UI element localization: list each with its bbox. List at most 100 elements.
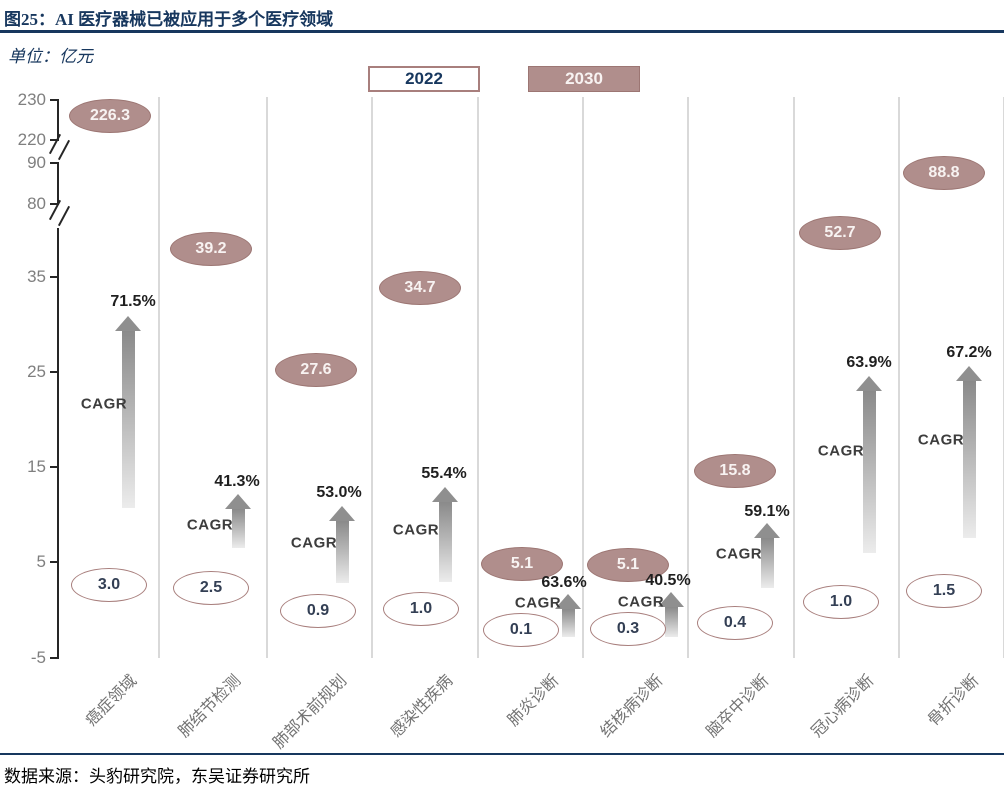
x-category-label: 肺炎诊断 [504, 672, 563, 730]
gridline [371, 97, 373, 658]
axis-break-mark [57, 205, 71, 227]
axis-break-mark [57, 139, 71, 161]
value-badge-2022: 1.5 [906, 574, 982, 608]
cagr-label: CAGR [715, 545, 763, 563]
cagr-percent: 71.5% [110, 293, 156, 310]
y-tick-label: -5 [30, 648, 46, 667]
cagr-arrow [438, 502, 452, 582]
cagr-percent: 41.3% [214, 473, 260, 490]
cagr-arrow [962, 381, 976, 538]
cagr-arrow-head [956, 366, 982, 381]
cagr-arrow-head [856, 376, 882, 391]
cagr-label: CAGR [186, 516, 234, 534]
y-tick-mark [50, 371, 59, 373]
y-tick-mark [50, 657, 59, 659]
x-category-label: 脑卒中诊断 [703, 672, 773, 741]
x-category-label: 冠心病诊断 [808, 672, 878, 741]
unit-label: 单位：亿元 [8, 47, 93, 66]
value-badge-2030: 5.1 [481, 547, 563, 581]
value-badge-2022: 2.5 [173, 571, 249, 605]
legend-item-2030: 2030 [528, 66, 640, 92]
source-note: 数据来源：头豹研究院，东吴证券研究所 [4, 767, 310, 786]
gridline [793, 97, 795, 658]
gridline [158, 97, 160, 658]
x-category-label: 骨折诊断 [924, 672, 983, 730]
value-badge-2022: 0.9 [280, 594, 356, 628]
cagr-arrow [862, 391, 876, 553]
x-category-label: 感染性疾病 [387, 672, 457, 741]
axis-break-mark [48, 133, 62, 155]
cagr-percent: 63.6% [541, 574, 587, 591]
cagr-label: CAGR [392, 521, 440, 539]
value-badge-2030: 27.6 [275, 353, 357, 387]
cagr-percent: 59.1% [744, 503, 790, 520]
cagr-arrow-head [115, 316, 141, 331]
cagr-arrow [231, 509, 245, 548]
cagr-label: CAGR [514, 594, 562, 612]
cagr-arrow-head [555, 594, 581, 609]
cagr-percent: 40.5% [645, 572, 691, 589]
gridline [477, 97, 479, 658]
y-tick-label: 35 [27, 267, 46, 286]
cagr-label: CAGR [617, 593, 665, 611]
value-badge-2030: 39.2 [170, 232, 252, 266]
cagr-label: CAGR [290, 534, 338, 552]
cagr-percent: 63.9% [846, 354, 892, 371]
cagr-arrow [664, 607, 678, 637]
y-tick-label: 5 [36, 552, 46, 571]
cagr-percent: 55.4% [421, 465, 467, 482]
y-tick-label: 15 [27, 457, 46, 476]
value-badge-2030: 226.3 [69, 99, 151, 133]
y-tick-mark [50, 276, 59, 278]
value-badge-2030: 52.7 [799, 216, 881, 250]
value-badge-2022: 0.3 [590, 612, 666, 646]
y-tick-mark [50, 162, 59, 164]
cagr-percent: 53.0% [316, 484, 362, 501]
footer-divider [0, 753, 1004, 755]
cagr-arrow-head [432, 487, 458, 502]
cagr-arrow-head [658, 592, 684, 607]
legend-item-2022: 2022 [368, 66, 480, 92]
cagr-arrow-head [329, 506, 355, 521]
y-tick-mark [50, 466, 59, 468]
gridline [582, 97, 584, 658]
cagr-label: CAGR [817, 442, 865, 460]
cagr-label: CAGR [80, 395, 128, 413]
y-tick-label: 90 [27, 153, 46, 172]
cagr-arrow-head [754, 523, 780, 538]
value-badge-2022: 1.0 [383, 592, 459, 626]
cagr-arrow [335, 521, 349, 583]
cagr-arrow-head [225, 494, 251, 509]
cagr-label: CAGR [917, 431, 965, 449]
y-axis-line [57, 228, 59, 658]
value-badge-2022: 1.0 [803, 585, 879, 619]
y-tick-mark [50, 203, 59, 205]
x-category-label: 肺结节检测 [175, 672, 245, 741]
y-tick-label: 230 [17, 90, 46, 109]
gridline [266, 97, 268, 658]
cagr-arrow [760, 538, 774, 588]
gridline [898, 97, 900, 658]
value-badge-2022: 0.4 [697, 606, 773, 640]
x-category-label: 癌症领域 [82, 672, 141, 730]
gridline [687, 97, 689, 658]
y-tick-mark [50, 99, 59, 101]
y-tick-mark [50, 561, 59, 563]
y-tick-label: 80 [27, 194, 46, 213]
cagr-arrow [121, 331, 135, 508]
page-title: 图25：AI 医疗器械已被应用于多个医疗领域 [4, 10, 334, 29]
value-badge-2030: 5.1 [587, 548, 669, 582]
x-category-label: 结核病诊断 [597, 672, 667, 741]
cagr-arrow [561, 609, 575, 637]
value-badge-2030: 88.8 [903, 156, 985, 190]
cagr-percent: 67.2% [946, 344, 992, 361]
y-axis-line [57, 100, 59, 140]
x-category-label: 肺部术前规划 [270, 672, 351, 753]
value-badge-2022: 0.1 [483, 613, 559, 647]
y-tick-label: 25 [27, 362, 46, 381]
title-divider [0, 30, 1004, 33]
value-badge-2022: 3.0 [71, 568, 147, 602]
value-badge-2030: 15.8 [694, 454, 776, 488]
value-badge-2030: 34.7 [379, 271, 461, 305]
